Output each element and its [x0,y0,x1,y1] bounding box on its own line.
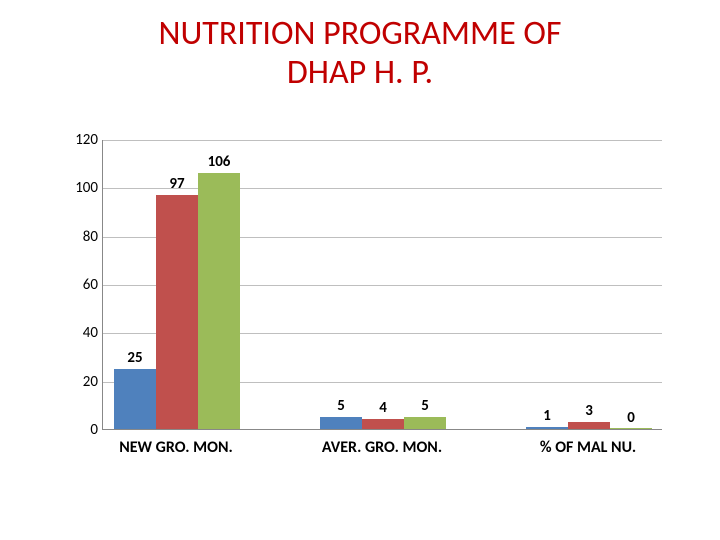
bar [568,422,610,429]
bar-chart: 020406080100120 2597106545130 NEW GRO. M… [62,140,664,480]
bar-value-label: 106 [199,153,239,171]
plot-area: 25 97106 545 130 [102,140,662,430]
y-tick-label: 40 [62,324,98,342]
y-tick-label: 60 [62,276,98,294]
y-tick-label: 100 [62,179,98,197]
y-tick-label: 80 [62,228,98,246]
y-tick-label: 0 [62,421,98,439]
bar [320,417,362,429]
y-tick-label: 20 [62,373,98,391]
bar-value-label: 5 [321,397,361,415]
x-category-label: AVER. GRO. MON. [289,438,475,457]
bar [404,417,446,429]
bar [610,428,652,429]
bar-value-label: 4 [363,399,403,417]
bar [198,173,240,429]
bar-value-label: 3 [569,402,609,420]
bar [114,369,156,429]
x-category-label: NEW GRO. MON. [83,438,269,457]
bar-value-label: 25 [115,349,155,367]
bar-value-label: 0 [611,409,651,427]
bar [362,419,404,429]
bar-value-label: 97 [157,175,197,193]
slide: NUTRITION PROGRAMME OF DHAP H. P. 020406… [0,0,720,540]
bar [526,427,568,429]
title-line-1: NUTRITION PROGRAMME OF [159,13,562,54]
x-category-label: % OF MAL NU. [495,438,681,457]
bar [156,195,198,429]
y-tick-label: 120 [62,131,98,149]
title-line-2: DHAP H. P. [287,52,433,93]
page-title: NUTRITION PROGRAMME OF DHAP H. P. [0,0,720,92]
gridline [103,140,662,141]
bar-value-label: 1 [527,407,567,425]
bar-value-label: 5 [405,397,445,415]
